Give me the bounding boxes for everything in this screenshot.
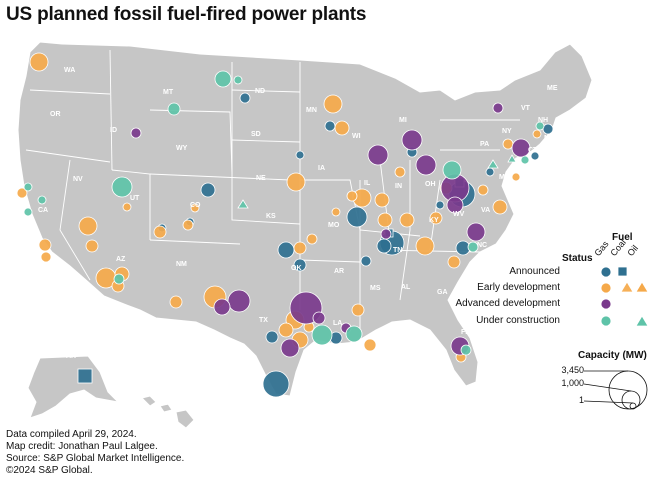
state-label-id: ID <box>110 127 117 134</box>
state-label-ut: UT <box>130 195 140 202</box>
state-label-ma: MA <box>544 135 555 142</box>
state-label-nc: NC <box>477 242 487 249</box>
state-label-nd: ND <box>255 88 265 95</box>
state-label-md: MD <box>499 174 510 181</box>
state-label-nj: NJ <box>526 170 535 177</box>
state-label-wa: WA <box>64 67 75 74</box>
state-label-mo: MO <box>328 222 340 229</box>
capacity-legend <box>584 371 647 409</box>
legend-status-announced: Announced <box>509 266 560 277</box>
legend-announced-coal <box>618 267 627 276</box>
alaska-inset <box>28 356 118 418</box>
state-label-ct: CT <box>528 147 538 154</box>
state-label-vt: VT <box>521 105 531 112</box>
state-label-ar: AR <box>334 268 344 275</box>
state-label-nv: NV <box>73 176 83 183</box>
footer-copyright: ©2024 S&P Global. <box>6 465 184 477</box>
state-label-al: AL <box>401 284 411 291</box>
state-label-ok: OK <box>291 265 302 272</box>
legend-early-oil <box>636 282 648 292</box>
state-label-ia: IA <box>318 165 325 172</box>
state-label-az: AZ <box>116 256 126 263</box>
state-label-mi: MI <box>399 117 407 124</box>
state-label-ri: RI <box>548 147 555 154</box>
capacity-title: Capacity (MW) <box>578 350 647 361</box>
state-label-nm: NM <box>176 261 187 268</box>
state-label-la: LA <box>333 320 342 327</box>
legend-construction-gas <box>601 316 611 326</box>
capacity-max: 3,450 <box>544 365 584 375</box>
state-label-il: IL <box>364 180 371 187</box>
legend-symbols <box>601 267 648 326</box>
state-label-wv: WV <box>453 211 465 218</box>
footer-data-date: Data compiled April 29, 2024. <box>6 429 184 441</box>
state-label-ca: CA <box>38 207 48 214</box>
footer-map-credit: Map credit: Jonathan Paul Lalgee. <box>6 441 184 453</box>
state-label-ms: MS <box>370 285 381 292</box>
state-label-ak: AK <box>66 353 76 360</box>
state-label-mt: MT <box>163 89 174 96</box>
capacity-mid: 1,000 <box>544 378 584 388</box>
state-label-ny: NY <box>502 128 512 135</box>
state-label-in: IN <box>395 183 402 190</box>
legend-status-early: Early development <box>477 282 560 293</box>
state-label-oh: OH <box>425 181 436 188</box>
state-label-co: CO <box>190 202 201 209</box>
state-label-ky: KY <box>429 217 439 224</box>
legend-status-construction: Under construction <box>476 315 560 326</box>
legend-advanced-gas <box>601 299 611 309</box>
state-label-tx: TX <box>259 317 268 324</box>
state-label-ks: KS <box>266 213 276 220</box>
state-label-wi: WI <box>352 133 361 140</box>
state-label-or: OR <box>50 111 61 118</box>
state-label-va: VA <box>481 207 490 214</box>
state-label-nh: NH <box>538 117 548 124</box>
state-label-sd: SD <box>251 131 261 138</box>
state-label-tn: TN <box>393 247 402 254</box>
state-label-ne: NE <box>256 175 266 182</box>
legend-status-advanced: Advanced development <box>455 298 560 309</box>
capacity-min: 1 <box>544 395 584 405</box>
legend-announced-gas <box>601 267 611 277</box>
state-label-me: ME <box>547 85 558 92</box>
state-label-wy: WY <box>176 145 188 152</box>
state-label-de: DE <box>521 188 531 195</box>
legend-early-gas <box>601 283 611 293</box>
legend-construction-oil <box>636 316 648 326</box>
footer-notes: Data compiled April 29, 2024. Map credit… <box>6 429 184 477</box>
state-label-mn: MN <box>306 107 317 114</box>
state-label-hi: HI <box>166 400 173 407</box>
legend-status-title: Status <box>562 253 593 264</box>
state-label-ga: GA <box>437 289 448 296</box>
state-label-fl: FL <box>461 329 470 336</box>
state-label-pa: PA <box>480 141 489 148</box>
footer-source: Source: S&P Global Market Intelligence. <box>6 453 184 465</box>
